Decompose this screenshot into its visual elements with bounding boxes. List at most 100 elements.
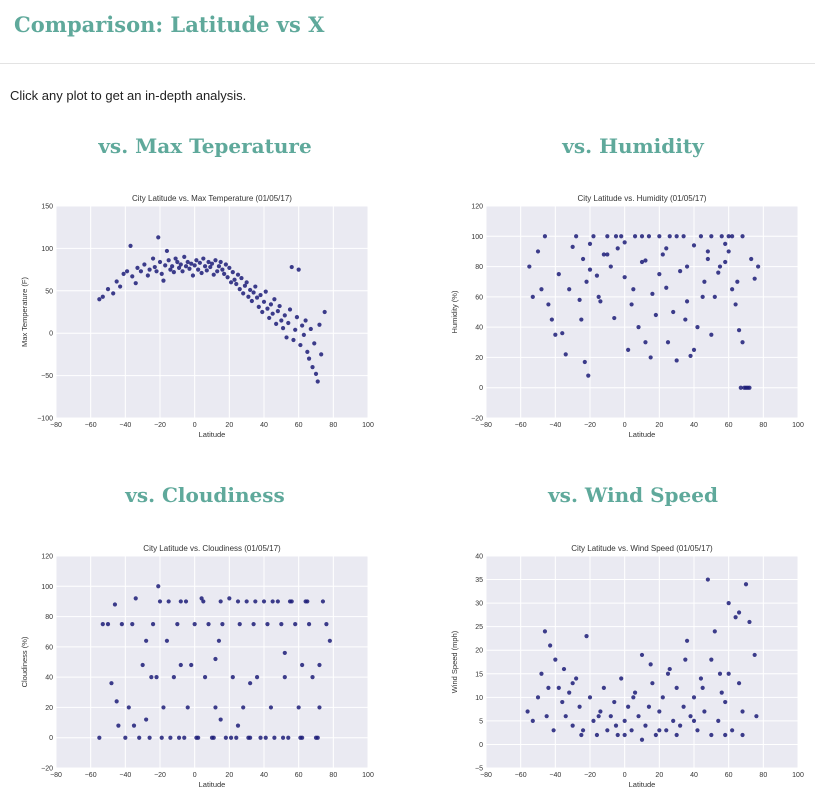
data-point	[306, 622, 312, 627]
data-point	[698, 234, 704, 239]
x-tick-label: 40	[690, 772, 698, 779]
data-point	[168, 267, 173, 272]
data-point	[665, 340, 671, 345]
data-point	[178, 662, 183, 668]
data-point	[716, 718, 721, 723]
data-point	[671, 718, 676, 723]
x-tick-label: 100	[362, 422, 374, 429]
data-point	[683, 657, 688, 662]
data-point	[660, 252, 665, 257]
data-point	[678, 269, 683, 274]
data-point	[549, 317, 554, 322]
data-point	[201, 256, 206, 261]
x-tick-label: −60	[515, 772, 527, 779]
plot-cloudiness[interactable]: City Latitude vs. Cloudiness (01/05/17) −…	[14, 540, 374, 795]
data-point	[166, 258, 171, 263]
data-point	[546, 302, 551, 307]
data-point	[747, 385, 752, 390]
y-tick-label: 0	[49, 331, 53, 338]
y-tick-label: 5	[479, 718, 483, 725]
data-point	[542, 629, 548, 634]
data-point	[740, 340, 745, 345]
data-point	[223, 262, 228, 267]
data-point	[126, 705, 131, 710]
data-point	[674, 234, 679, 239]
data-point	[130, 622, 135, 627]
y-axis-label: Cloudiness (%)	[20, 636, 29, 687]
y-tick-label: 20	[475, 648, 483, 655]
data-point	[320, 599, 326, 604]
data-point	[176, 265, 182, 271]
data-point	[681, 234, 686, 239]
data-point	[303, 318, 308, 323]
data-point	[192, 622, 197, 627]
data-point	[204, 268, 209, 273]
data-point	[135, 265, 140, 271]
x-tick-label: 60	[725, 772, 733, 779]
data-point	[674, 732, 679, 738]
x-tick-label: −20	[584, 422, 596, 429]
data-point	[574, 676, 579, 681]
plot-wind-speed[interactable]: City Latitude vs. Wind Speed (01/05/17) −…	[444, 540, 804, 795]
data-point	[105, 622, 111, 627]
data-point	[556, 272, 561, 277]
data-point	[563, 352, 568, 357]
data-point	[709, 657, 714, 662]
data-point	[286, 735, 291, 740]
data-point	[272, 735, 277, 740]
x-axis-label: Latitude	[629, 430, 656, 439]
data-point	[170, 264, 175, 269]
x-tick-label: 60	[295, 422, 303, 429]
data-point	[653, 732, 658, 738]
data-point	[551, 728, 556, 733]
data-point	[138, 269, 144, 274]
data-point	[178, 599, 183, 604]
intro-text: Click any plot to get an in-depth analys…	[10, 88, 247, 103]
y-tick-label: 150	[41, 204, 53, 211]
data-point	[209, 261, 215, 266]
data-point	[164, 638, 170, 643]
data-point	[591, 234, 596, 239]
data-point	[530, 294, 535, 299]
y-tick-label: 120	[41, 554, 53, 561]
y-axis-label: Max Temperature (F)	[20, 277, 29, 347]
data-point	[223, 735, 228, 740]
data-point	[639, 259, 645, 265]
y-axis-label: Wind Speed (mph)	[450, 630, 459, 693]
data-point	[196, 267, 201, 272]
x-tick-label: 80	[759, 772, 767, 779]
data-point	[267, 315, 272, 321]
y-axis-label: Humidity (%)	[450, 290, 459, 333]
plot-max-temperature[interactable]: City Latitude vs. Max Temperature (01/05…	[14, 190, 374, 445]
data-point	[717, 264, 723, 269]
y-tick-label: 0	[49, 735, 53, 742]
data-point	[254, 295, 260, 300]
data-point	[246, 294, 251, 299]
data-point	[709, 332, 714, 337]
data-point	[726, 601, 731, 606]
section-heading-wind-speed: vs. Wind Speed	[548, 483, 718, 507]
data-point	[166, 599, 171, 604]
data-point	[185, 705, 190, 710]
data-point	[542, 234, 548, 239]
data-point	[265, 306, 270, 311]
data-point	[730, 287, 735, 292]
data-point	[239, 275, 244, 281]
data-point	[197, 260, 202, 265]
data-point	[218, 599, 223, 604]
data-point	[279, 622, 284, 627]
data-point	[258, 292, 263, 298]
data-point	[596, 294, 601, 299]
plot-title: City Latitude vs. Cloudiness (01/05/17)	[143, 544, 281, 553]
x-tick-label: 100	[792, 422, 804, 429]
data-point	[574, 234, 579, 239]
data-point	[280, 326, 286, 331]
data-point	[619, 234, 624, 239]
data-point	[157, 259, 163, 265]
plot-humidity[interactable]: City Latitude vs. Humidity (01/05/17) −80…	[444, 190, 804, 445]
data-point	[263, 289, 268, 294]
data-point	[546, 685, 551, 691]
y-tick-label: 10	[475, 695, 483, 702]
data-point	[702, 279, 707, 284]
data-point	[142, 262, 147, 267]
